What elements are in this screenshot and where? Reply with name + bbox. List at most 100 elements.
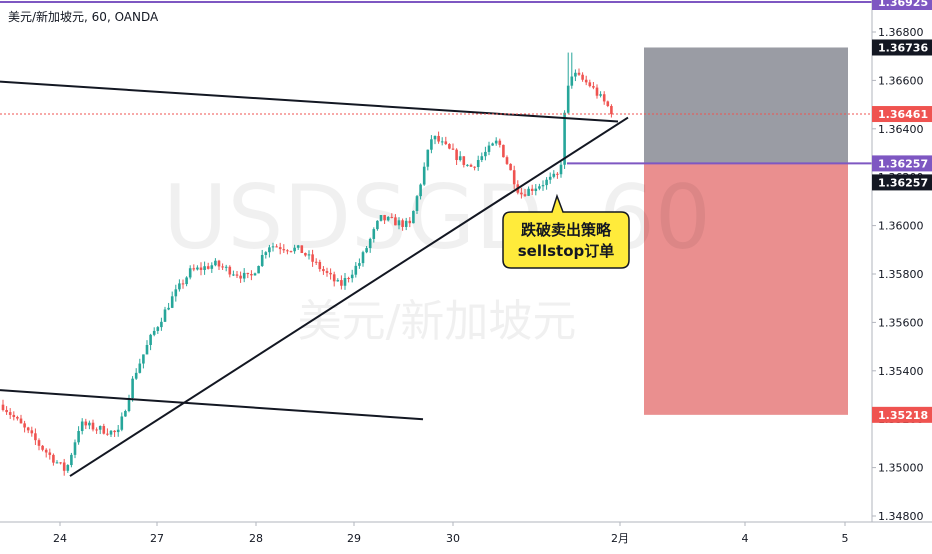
trendline-lower <box>0 389 424 421</box>
candle-body <box>88 422 91 426</box>
candle-body <box>462 156 466 165</box>
candle-body <box>289 251 293 253</box>
candle-body <box>149 334 152 345</box>
candle-body <box>574 72 577 77</box>
candle-body <box>185 277 188 285</box>
candle-body <box>599 94 602 96</box>
candle-body <box>170 296 174 308</box>
price-tag-top-line: 1.36925 <box>878 0 928 9</box>
candle-body <box>77 431 80 443</box>
trendline-upper-resistance <box>0 80 619 123</box>
candle-body <box>440 141 444 143</box>
candle-body <box>484 151 487 157</box>
candle-body <box>534 188 538 192</box>
candle-body <box>444 141 448 145</box>
candle-body <box>386 216 390 221</box>
candle-body <box>41 445 44 450</box>
candle-body <box>307 254 311 256</box>
candle-body <box>350 274 354 279</box>
price-tick-label: 1.36800 <box>878 26 924 39</box>
candle-body <box>595 87 599 96</box>
candle-body <box>473 166 476 168</box>
candle-body <box>401 220 404 227</box>
price-tick-label: 1.35400 <box>878 365 924 378</box>
price-tick-label: 1.35800 <box>878 268 924 281</box>
candle-body <box>30 430 34 434</box>
candle-body <box>160 321 163 328</box>
price-tag-top-line-bg <box>872 0 932 10</box>
candle-body <box>109 430 113 435</box>
candle-body <box>322 269 325 272</box>
candle-body <box>548 176 552 180</box>
candle-body <box>48 452 52 455</box>
target-zone <box>644 47 848 164</box>
price-tag-stop-bg <box>872 406 932 423</box>
candle-body <box>174 289 178 297</box>
candle-body <box>354 265 358 275</box>
candle-body <box>318 261 322 270</box>
candle-body <box>188 268 192 278</box>
price-tick-label: 1.36000 <box>878 220 924 233</box>
candle-body <box>275 246 278 248</box>
candle-body <box>253 273 257 276</box>
candle-body <box>178 283 181 290</box>
candle-body <box>73 442 77 455</box>
candle-body <box>181 283 185 285</box>
candle-body <box>397 220 401 226</box>
price-tag-entry-line-bg <box>872 155 932 172</box>
candle-body <box>509 163 512 171</box>
candle-body <box>5 409 8 413</box>
candle-body <box>214 260 217 266</box>
candle-body <box>142 354 145 364</box>
callout-line1: 跌破卖出策略 <box>521 221 612 239</box>
candle-body <box>134 372 138 379</box>
candle-body <box>102 425 106 434</box>
candle-body <box>271 246 275 248</box>
candle-body <box>221 266 224 268</box>
candle-body <box>23 423 26 428</box>
candle-body <box>404 220 408 227</box>
candle-body <box>296 245 300 248</box>
callout-bubble <box>502 193 630 269</box>
time-tick-label: 29 <box>347 532 361 545</box>
trendline-rising-support <box>69 116 629 477</box>
candle-body <box>264 252 268 255</box>
candle-body <box>257 265 260 274</box>
candle-body <box>545 179 548 186</box>
candle-body <box>95 429 98 431</box>
candle-body <box>358 263 361 266</box>
candle-body <box>581 74 584 80</box>
candle-body <box>116 429 120 433</box>
candle-body <box>278 247 282 250</box>
candle-body <box>152 330 156 335</box>
candle-body <box>300 245 304 254</box>
candle-body <box>127 398 131 412</box>
candle-body <box>314 261 318 263</box>
candle-body <box>376 220 379 230</box>
candle-body <box>224 266 228 268</box>
candle-body <box>390 216 394 218</box>
candle-body <box>433 135 437 140</box>
candle-body <box>365 248 368 253</box>
candle-body <box>408 220 412 224</box>
candle-body <box>8 412 12 415</box>
candle-body <box>91 422 95 430</box>
candle-body <box>437 135 440 142</box>
time-tick-label: 30 <box>446 532 460 545</box>
candle-body <box>448 144 451 149</box>
candle-body <box>458 156 462 161</box>
callout-line2: sellstop订单 <box>518 242 615 260</box>
candle-body <box>552 173 556 177</box>
candle-body <box>426 149 430 167</box>
price-tag-entry-bg <box>872 174 932 191</box>
candle-body <box>246 272 250 275</box>
candle-body <box>430 139 433 150</box>
candle-body <box>527 188 530 196</box>
candle-body <box>192 268 196 270</box>
candle-body <box>19 418 23 424</box>
candle-body <box>476 159 480 168</box>
candle-body <box>494 140 498 144</box>
time-tick-label: 27 <box>150 532 164 545</box>
candle-body <box>59 462 62 464</box>
